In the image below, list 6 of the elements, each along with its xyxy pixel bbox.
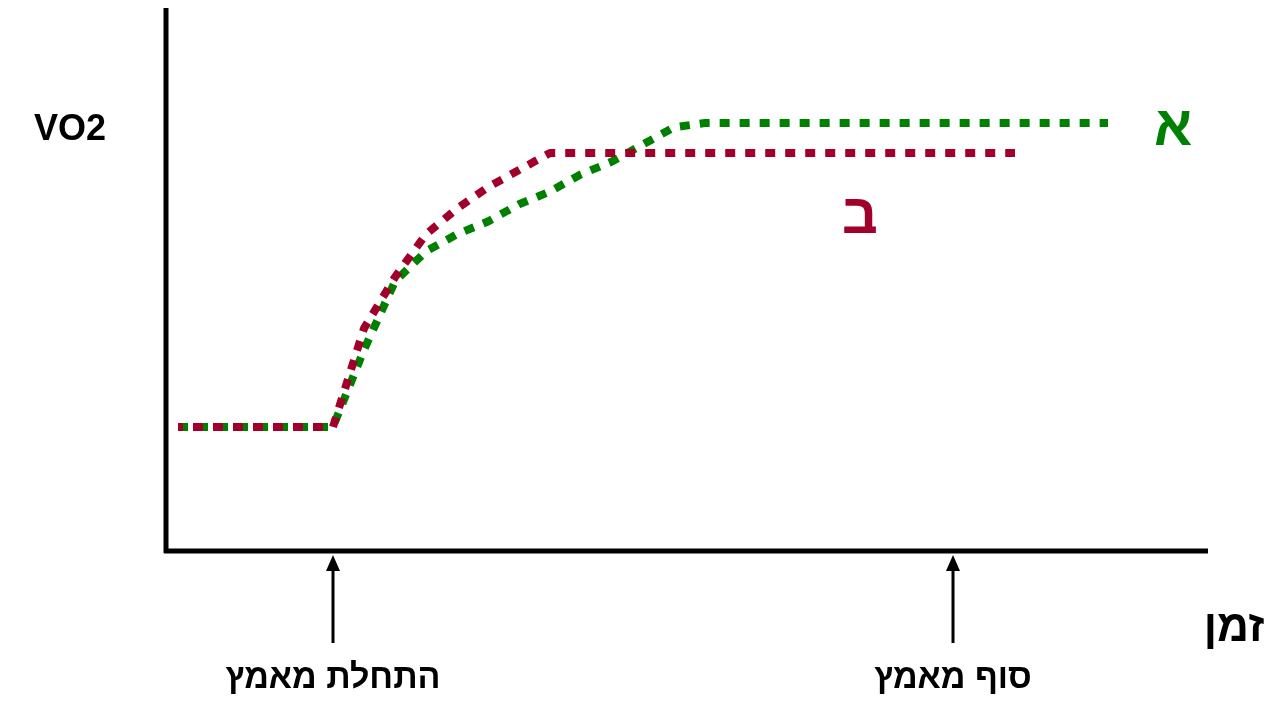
x-tick-label: התחלת מאמץ — [225, 657, 441, 695]
x-axis-title: זמן — [1203, 601, 1265, 650]
series-label: א — [1153, 94, 1193, 157]
x-tick-label: סוף מאמץ — [874, 657, 1032, 695]
y-axis-title: VO2 — [33, 107, 107, 148]
series-label: ב — [842, 181, 878, 245]
